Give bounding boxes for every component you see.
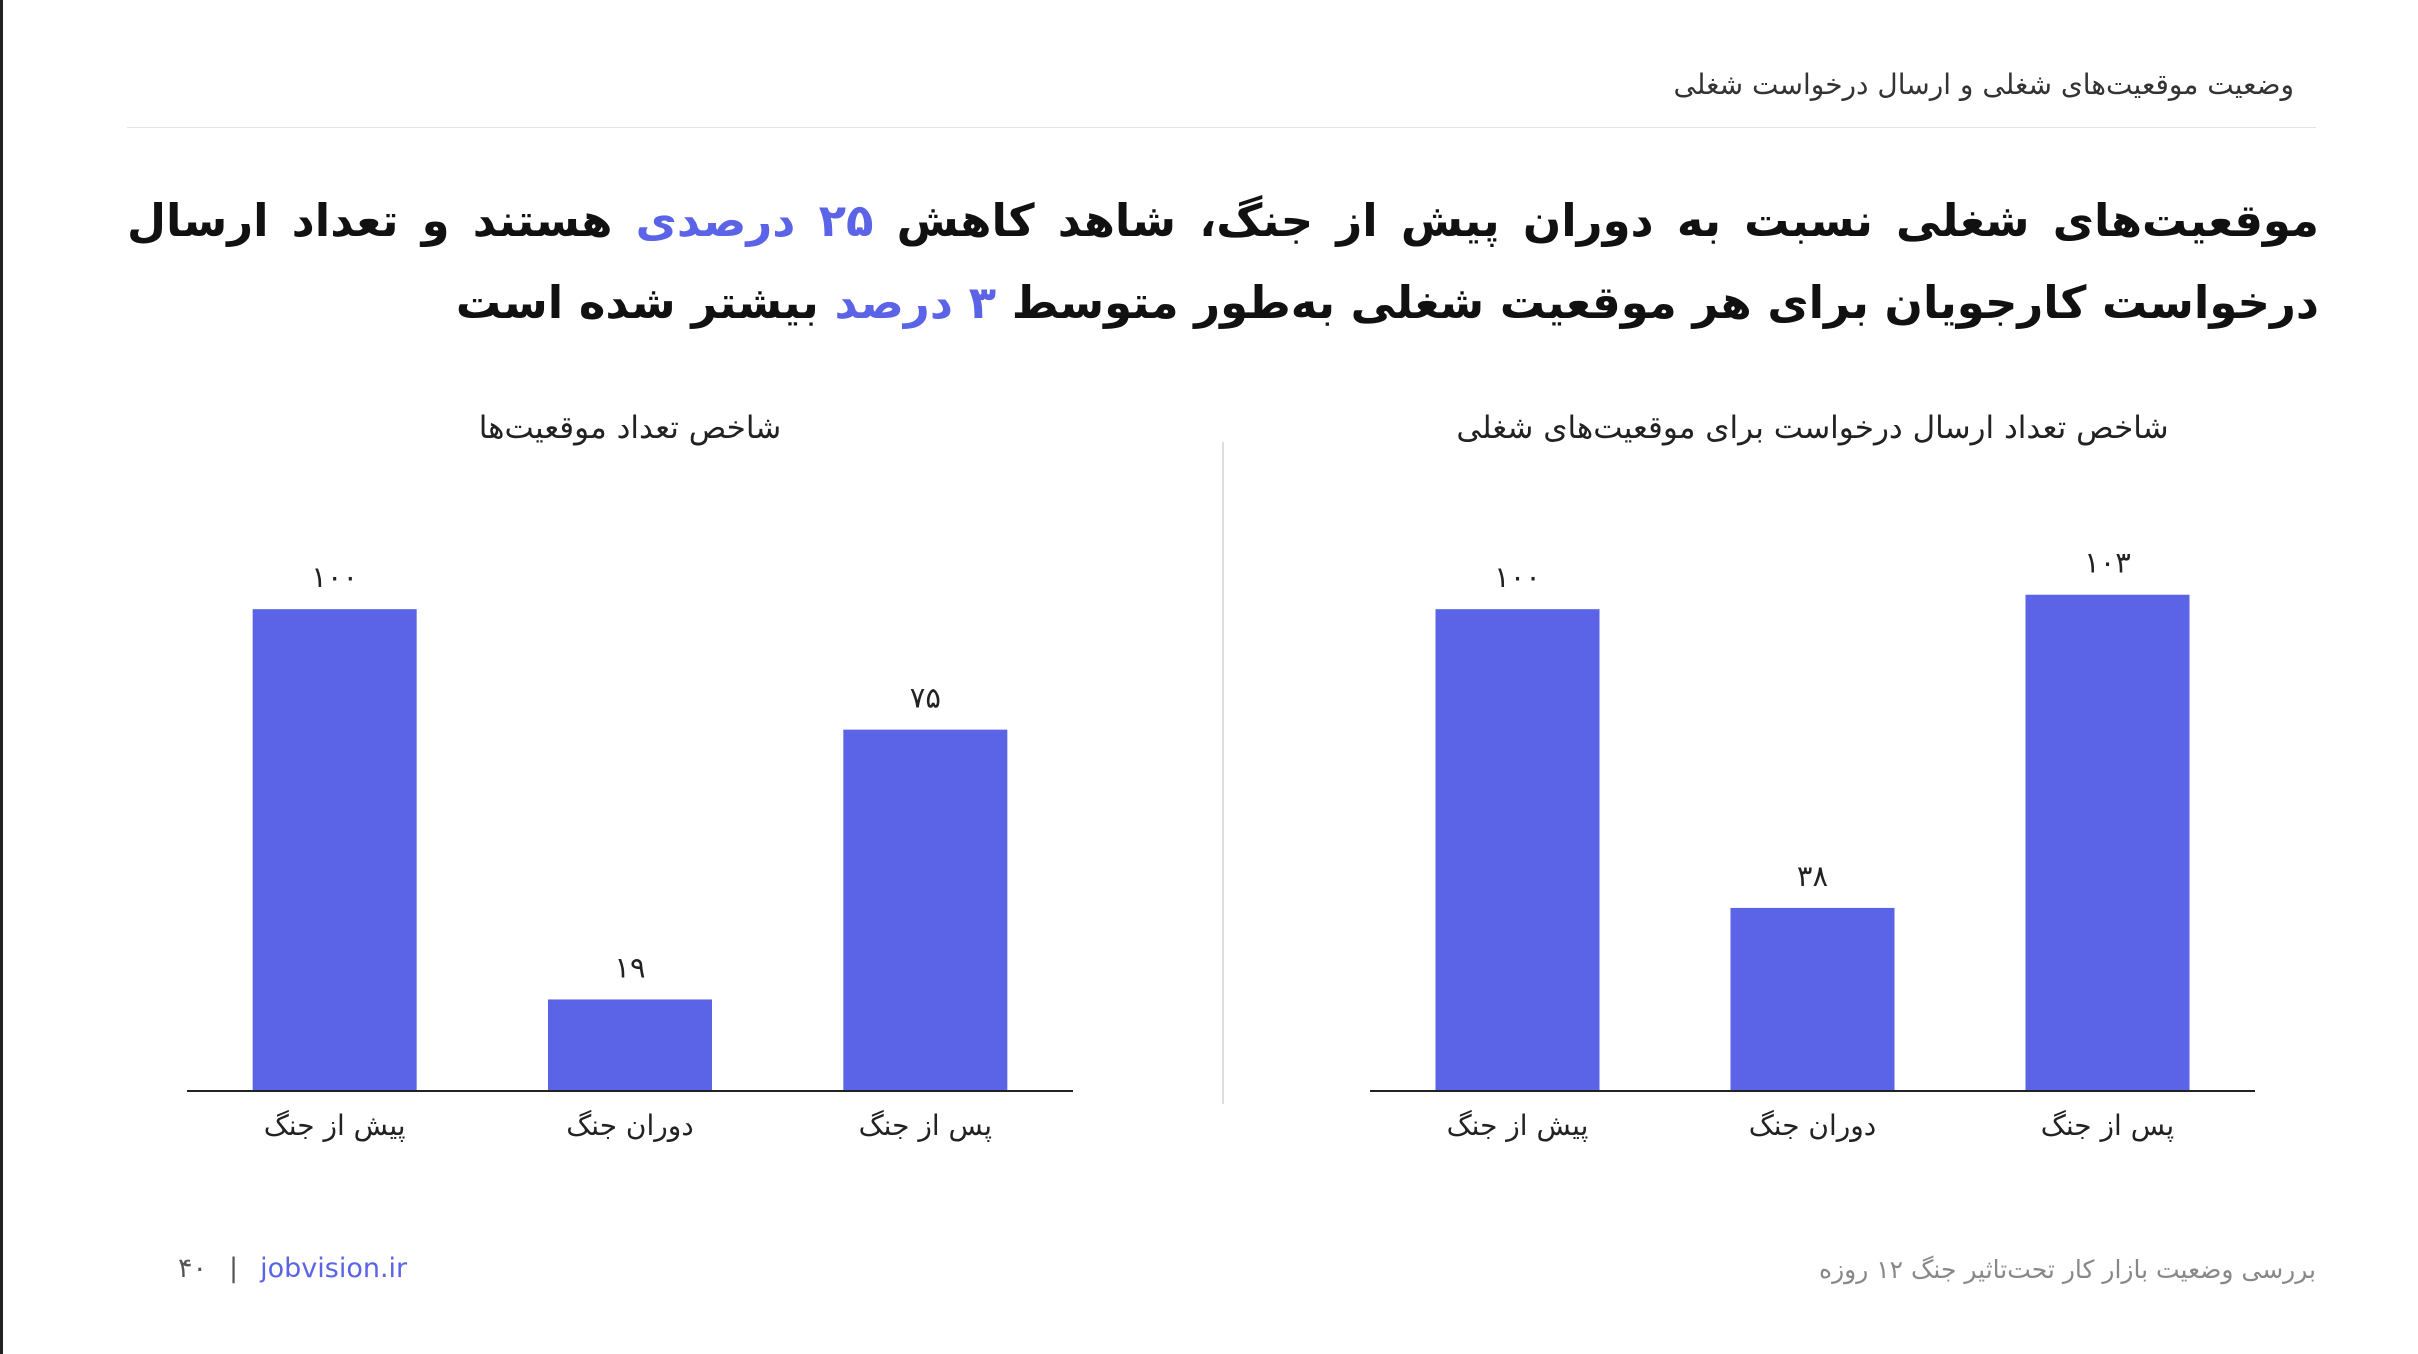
x-tick-label: دوران جنگ — [1749, 1109, 1877, 1142]
value-label: ۱۹ — [614, 950, 645, 984]
bar — [548, 999, 712, 1091]
bar — [252, 609, 417, 1091]
headline-text: هستند و تعداد ارسال درخواست کارجویان برا… — [127, 194, 2319, 329]
x-tick-label: پیش از جنگ — [264, 1109, 406, 1142]
value-label: ۱۰۳ — [2084, 546, 2131, 580]
separator: | — [229, 1253, 239, 1284]
charts: شاخص تعداد موقعیت‌ها ۱۰۰ پیش از جنگ ۱۹ دوران… — [187, 410, 2255, 1142]
value-label: ۱۰۰ — [1494, 560, 1541, 594]
bar — [1730, 907, 1895, 1091]
page-number: ۴۰ — [178, 1253, 208, 1284]
x-tick-label: پیش از جنگ — [1447, 1109, 1589, 1142]
site-link[interactable]: jobvision.ir — [260, 1253, 408, 1284]
value-label: ۳۸ — [1797, 859, 1828, 893]
value-label: ۷۵ — [910, 681, 941, 715]
value-label: ۱۰۰ — [311, 560, 358, 594]
chart-title: شاخص تعداد موقعیت‌ها — [479, 410, 782, 446]
x-tick-label: پس از جنگ — [859, 1109, 992, 1142]
footer-report: بررسی وضعیت بازار کار تحت‌تاثیر جنگ ۱۲ ر… — [1818, 1255, 2316, 1284]
x-tick-label: دوران جنگ — [566, 1109, 694, 1142]
headline-highlight: ۲۵ درصدی — [635, 194, 874, 247]
headline-highlight: ۳ درصد — [834, 276, 997, 329]
bar — [1435, 609, 1600, 1091]
bar — [843, 729, 1008, 1091]
footer-left: ۴۰ | jobvision.ir — [178, 1253, 429, 1284]
chart-title: شاخص تعداد ارسال درخواست برای موقعیت‌های… — [1456, 410, 2168, 446]
headline-text: بیشتر شده است — [455, 276, 835, 329]
bar — [2025, 594, 2190, 1091]
header-rule — [127, 127, 2316, 128]
x-tick-label: پس از جنگ — [2041, 1109, 2174, 1142]
header-title: وضعیت موقعیت‌های شغلی و ارسال درخواست شغ… — [1673, 68, 2294, 101]
headline-text: موقعیت‌های شغلی نسبت به دوران پیش از جنگ… — [873, 194, 2320, 247]
headline: موقعیت‌های شغلی نسبت به دوران پیش از جنگ… — [127, 180, 2319, 344]
